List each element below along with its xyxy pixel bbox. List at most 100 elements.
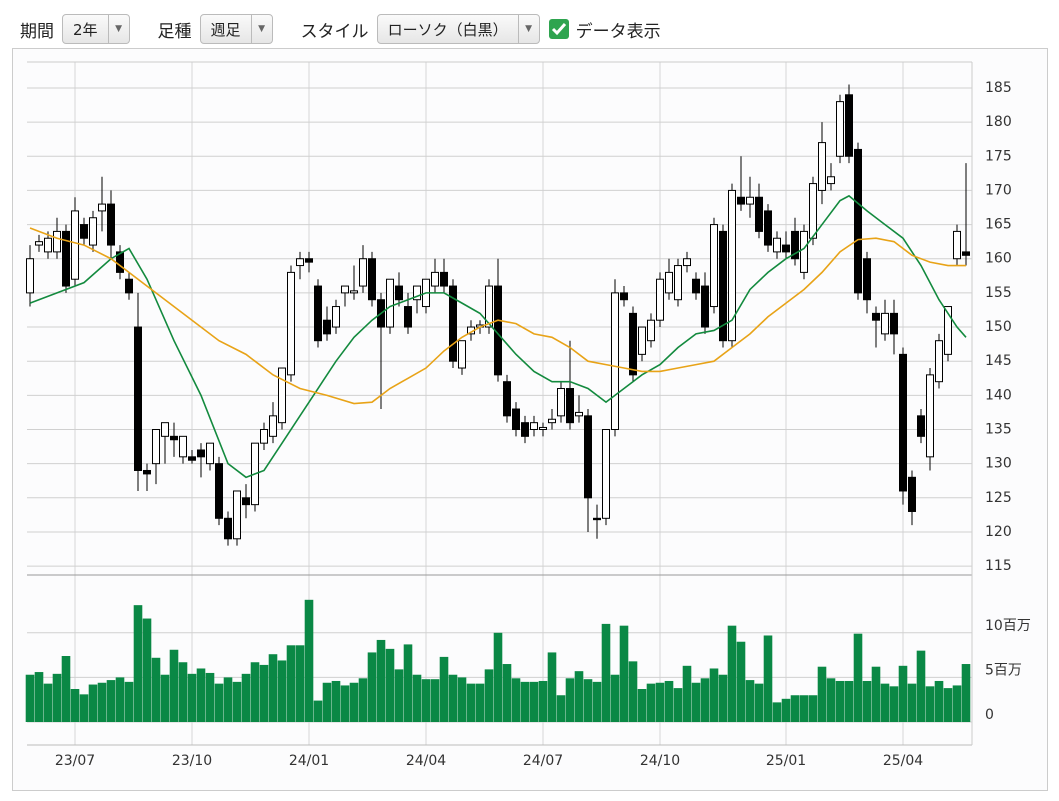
volume-bar: [43, 683, 53, 722]
x-tick-label: 24/10: [640, 753, 680, 769]
candle-body: [161, 422, 169, 437]
candle-body: [674, 265, 682, 301]
toolbar: 期間 2年 ▼ 足種 週足 ▼ スタイル ローソク（白黒） ▼ データ表示: [12, 10, 1048, 48]
candle-body: [881, 312, 889, 335]
volume-bar: [853, 633, 863, 722]
volume-bar: [439, 656, 449, 722]
volume-bar: [349, 682, 359, 722]
candle-body: [431, 271, 439, 287]
volume-bar: [61, 656, 71, 722]
volume-bar: [403, 644, 413, 722]
volume-bar: [277, 660, 287, 722]
y-tick-label: 150: [985, 319, 1012, 335]
candle-body: [242, 497, 250, 506]
x-tick-label: 24/04: [406, 753, 446, 769]
volume-bar: [556, 695, 566, 722]
volume-bar: [538, 680, 548, 722]
candle-body: [512, 408, 520, 431]
style-select[interactable]: ローソク（白黒） ▼: [376, 14, 540, 44]
bar-select[interactable]: 週足 ▼: [199, 14, 273, 44]
volume-bar: [781, 698, 791, 722]
volume-bar: [97, 682, 107, 722]
candle-body: [215, 463, 223, 519]
y-tick-label: 160: [985, 251, 1012, 267]
candle-body: [890, 312, 898, 335]
volume-bar: [295, 645, 305, 722]
candle-body: [449, 285, 457, 362]
candle-body: [962, 251, 970, 256]
volume-bar: [322, 682, 332, 722]
volume-bar: [835, 680, 845, 722]
volume-bar: [709, 668, 719, 722]
volume-bar: [466, 683, 476, 722]
volume-bar: [718, 674, 728, 722]
candle-body: [728, 189, 736, 342]
candle-body: [62, 230, 70, 287]
volume-bar: [250, 662, 260, 722]
volume-bar: [241, 673, 251, 722]
volume-bar: [493, 632, 503, 722]
candle-body: [710, 224, 718, 308]
volume-bar: [925, 686, 935, 722]
candle-body: [800, 230, 808, 273]
candle-body: [719, 230, 727, 342]
style-label: スタイル: [300, 21, 369, 42]
bar-label: 足種: [157, 21, 192, 42]
candle-body: [44, 237, 52, 253]
candle-body: [602, 429, 610, 519]
volume-bar: [592, 681, 602, 722]
candle-body: [575, 411, 583, 417]
y-tick-label: 155: [985, 285, 1012, 301]
volume-bar: [934, 680, 944, 722]
volume-bar: [817, 666, 827, 722]
dropdown-arrow: ▼: [517, 15, 539, 43]
candle-body: [368, 258, 376, 301]
volume-bar: [889, 686, 899, 722]
candle-body: [134, 326, 142, 471]
candle-body: [791, 230, 799, 260]
candle-body: [440, 271, 448, 287]
volume-bar: [70, 689, 80, 722]
candle-body: [926, 374, 934, 458]
y-tick-label: 130: [985, 456, 1012, 472]
volume-bar: [214, 683, 224, 722]
volume-bar: [673, 688, 683, 722]
style-value: ローソク（白黒）: [387, 20, 508, 39]
period-value: 2年: [73, 20, 98, 39]
candle-body: [395, 285, 403, 301]
candle-body: [296, 258, 304, 267]
candle-body: [656, 278, 664, 321]
candle-body: [620, 292, 628, 301]
volume-bar: [862, 680, 872, 722]
y-tick-label: 175: [985, 148, 1012, 164]
candle-body: [854, 148, 862, 294]
y-tick-label: 170: [985, 182, 1012, 198]
candle-body: [197, 449, 205, 458]
volume-bar: [628, 661, 638, 722]
volume-bar: [169, 649, 179, 722]
candle-body: [458, 340, 466, 369]
volume-bar: [844, 680, 854, 722]
volume-bar: [808, 695, 818, 722]
volume-bar: [232, 681, 242, 722]
volume-bar: [412, 674, 422, 722]
candle-body: [152, 429, 160, 465]
candle-body: [71, 210, 79, 280]
candle-body: [332, 306, 340, 328]
candle-body: [755, 196, 763, 232]
candle-body: [935, 340, 943, 383]
candle-body: [827, 176, 835, 185]
candle-body: [260, 429, 268, 444]
y-tick-label: 0: [985, 707, 994, 723]
data-checkbox[interactable]: [548, 18, 570, 40]
candle-body: [917, 415, 925, 437]
candle-body: [89, 217, 97, 246]
candle-body: [629, 312, 637, 376]
candle-body: [359, 258, 367, 287]
volume-bar: [826, 678, 836, 722]
candle-body: [863, 258, 871, 301]
volume-bar: [943, 688, 953, 722]
candle-body: [404, 306, 412, 328]
candle-body: [872, 312, 880, 321]
period-select[interactable]: 2年 ▼: [62, 14, 130, 44]
